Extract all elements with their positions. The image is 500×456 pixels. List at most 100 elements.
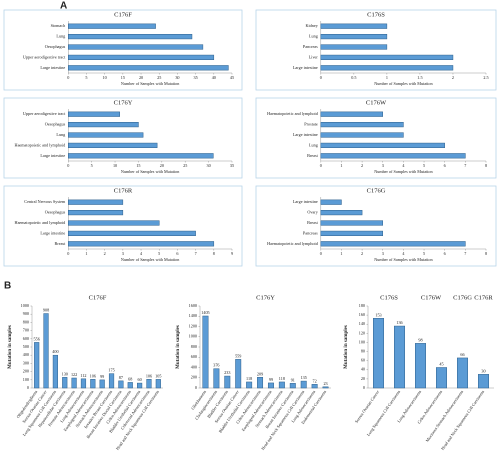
category-label: Kidney [305, 23, 318, 28]
panel-label: A [60, 1, 67, 12]
value-label: 122 [71, 372, 77, 377]
category-label: Large intestine [40, 153, 65, 158]
bar [320, 23, 388, 29]
bar [155, 379, 161, 389]
bar [267, 382, 274, 389]
bar [257, 377, 264, 389]
value-label: 105 [155, 373, 161, 378]
value-label: 99 [269, 377, 273, 382]
chart-title: C176Y [114, 99, 133, 106]
x-tick-label: 4 [402, 251, 405, 256]
bar [68, 44, 204, 50]
x-tick-label: 6 [444, 163, 446, 168]
chart-title: C176Y [256, 294, 275, 301]
x-tick-label: 4 [140, 251, 143, 256]
category-label: Breast [307, 153, 319, 158]
bar [320, 153, 466, 159]
x-tick-label: 20 [160, 163, 164, 168]
x-tick-label: 0 [67, 75, 69, 80]
y-tick-label: 200 [23, 369, 29, 374]
x-tick-label: 8 [485, 251, 487, 256]
x-tick-label: 1 [340, 163, 342, 168]
category-label: Prostate [304, 122, 318, 127]
bar [320, 34, 388, 40]
y-tick-label: 200 [191, 375, 197, 380]
y-tick-label: 100 [23, 377, 29, 382]
bar [320, 132, 404, 138]
bar [68, 220, 160, 226]
bar [118, 380, 124, 389]
value-label: 106 [146, 373, 152, 378]
category-label: Lung [56, 132, 66, 137]
x-tick-label: 1.5 [417, 75, 422, 80]
bar [68, 34, 193, 40]
y-tick-label: 1200 [189, 323, 197, 328]
x-axis-label: Number of Samples with Mutation [374, 81, 433, 86]
category-label: Haematopoietic and lymphoid [267, 241, 319, 246]
bar [71, 377, 77, 389]
panel-label: B [4, 281, 11, 292]
x-tick-label: 5 [85, 75, 87, 80]
bar [457, 357, 468, 389]
y-tick-label: 0 [363, 385, 365, 390]
bar [202, 315, 209, 389]
value-label: 45 [439, 361, 443, 366]
x-tick-label: 0 [320, 163, 322, 168]
bar [320, 199, 342, 205]
y-tick-label: 300 [23, 360, 29, 365]
x-tick-label: 8 [213, 251, 215, 256]
bar [436, 367, 447, 389]
category-label: Lung [56, 34, 66, 39]
category-label: Haematopoietic and lymphoid [267, 111, 319, 116]
x-tick-label: 2.5 [483, 75, 488, 80]
bar [394, 325, 405, 389]
y-tick-label: 400 [191, 364, 197, 369]
chart-title: C176R [114, 187, 133, 194]
x-tick-label: 35 [194, 75, 198, 80]
bar [68, 65, 229, 71]
x-tick-label: 7 [464, 251, 466, 256]
value-label: 106 [90, 373, 96, 378]
value-label: 91 [291, 377, 295, 382]
y-tick-label: 0 [195, 385, 197, 390]
category-label: Ovary [307, 210, 318, 215]
group-title: C176R [474, 294, 493, 301]
category-label: Large intestine [40, 230, 65, 235]
bar [68, 230, 196, 236]
bar [68, 23, 156, 29]
bar [90, 379, 96, 389]
value-label: 99 [100, 374, 104, 379]
x-tick-label: 2 [452, 75, 454, 80]
group-title: C176G [453, 294, 472, 301]
y-tick-label: 1600 [189, 303, 197, 308]
value-label: 153 [375, 312, 381, 317]
y-tick-label: 180 [359, 303, 365, 308]
y-tick-label: 160 [359, 312, 365, 317]
x-axis-label: Number of Samples with Mutation [374, 257, 433, 262]
x-tick-label: 7 [195, 251, 197, 256]
bar [246, 381, 253, 389]
category-label: Haematopoietic and lymphoid [15, 142, 67, 147]
x-tick-label: 6 [444, 251, 446, 256]
x-tick-label: 5 [158, 251, 160, 256]
x-tick-label: 25 [183, 163, 187, 168]
x-tick-label: 2 [104, 251, 106, 256]
bar [300, 380, 307, 389]
x-tick-label: 35 [230, 163, 234, 168]
bar [68, 153, 214, 159]
bar [62, 377, 68, 389]
bar [213, 368, 220, 389]
x-tick-label: 0 [67, 251, 69, 256]
y-tick-label: 600 [191, 354, 197, 359]
category-label: Large intestine [293, 132, 318, 137]
value-label: 112 [80, 373, 86, 378]
bar [80, 378, 87, 389]
x-axis-label: Number of Samples with Mutation [121, 257, 180, 262]
x-tick-label: 10 [113, 163, 117, 168]
group-title: C176W [421, 294, 442, 301]
category-label: Liver [309, 54, 319, 59]
bar [68, 54, 215, 60]
x-tick-label: 15 [136, 163, 140, 168]
bar [320, 210, 363, 216]
bar [68, 210, 124, 216]
